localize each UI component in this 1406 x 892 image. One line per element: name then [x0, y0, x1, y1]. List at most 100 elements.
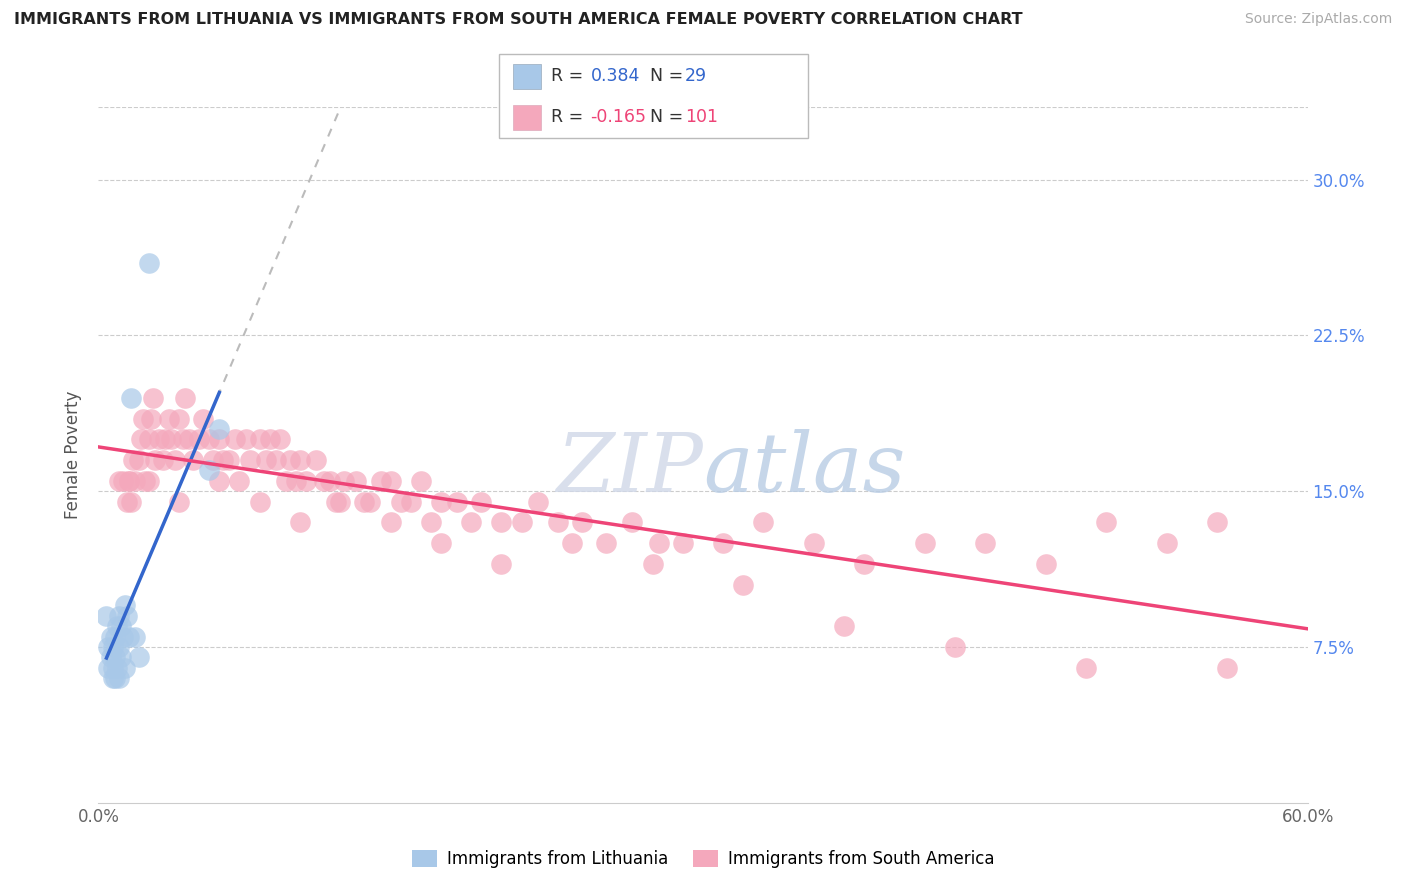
- Point: [264, 453, 287, 467]
- Point: [399, 494, 422, 508]
- Point: [138, 474, 160, 488]
- Point: [179, 433, 201, 447]
- Text: IMMIGRANTS FROM LITHUANIA VS IMMIGRANTS FROM SOUTH AMERICA FEMALE POVERTY CORREL: IMMIGRANTS FROM LITHUANIA VS IMMIGRANTS …: [14, 12, 1022, 27]
- Point: [101, 640, 124, 654]
- Point: [208, 433, 231, 447]
- Point: [288, 453, 311, 467]
- Point: [974, 536, 997, 550]
- Point: [160, 433, 183, 447]
- Point: [595, 536, 617, 550]
- Point: [107, 474, 129, 488]
- Point: [333, 474, 356, 488]
- Point: [198, 433, 221, 447]
- Point: [115, 494, 138, 508]
- Point: [134, 474, 156, 488]
- Point: [103, 650, 125, 665]
- Point: [100, 650, 122, 665]
- Point: [491, 557, 513, 571]
- Point: [107, 608, 129, 623]
- Point: [259, 433, 281, 447]
- Point: [124, 630, 146, 644]
- Point: [1074, 661, 1097, 675]
- Point: [224, 433, 246, 447]
- Legend: Immigrants from Lithuania, Immigrants from South America: Immigrants from Lithuania, Immigrants fr…: [405, 843, 1001, 874]
- Point: [142, 391, 165, 405]
- Point: [360, 494, 382, 508]
- Point: [218, 453, 240, 467]
- Point: [181, 453, 204, 467]
- Point: [325, 494, 347, 508]
- Point: [110, 650, 132, 665]
- Point: [446, 494, 468, 508]
- Point: [96, 608, 118, 623]
- Point: [1095, 516, 1118, 530]
- Point: [157, 411, 180, 425]
- Text: R =: R =: [551, 108, 589, 126]
- Point: [733, 578, 755, 592]
- Point: [1216, 661, 1239, 675]
- Text: ZIP: ZIP: [557, 429, 703, 508]
- Text: R =: R =: [551, 68, 589, 86]
- Y-axis label: Female Poverty: Female Poverty: [65, 391, 83, 519]
- Point: [172, 433, 194, 447]
- Point: [115, 608, 138, 623]
- Point: [208, 474, 231, 488]
- Point: [202, 453, 225, 467]
- Point: [107, 640, 129, 654]
- Text: Source: ZipAtlas.com: Source: ZipAtlas.com: [1244, 12, 1392, 26]
- Point: [152, 453, 174, 467]
- Point: [110, 619, 132, 633]
- Point: [101, 671, 124, 685]
- Point: [571, 516, 593, 530]
- Point: [188, 433, 211, 447]
- Point: [254, 453, 277, 467]
- Point: [111, 474, 134, 488]
- Point: [228, 474, 250, 488]
- Point: [647, 536, 669, 550]
- Point: [389, 494, 412, 508]
- Point: [148, 433, 170, 447]
- Point: [314, 474, 336, 488]
- Point: [344, 474, 367, 488]
- Point: [274, 474, 297, 488]
- Point: [278, 453, 301, 467]
- Text: -0.165: -0.165: [591, 108, 647, 126]
- Point: [105, 619, 128, 633]
- Point: [547, 516, 569, 530]
- Point: [239, 453, 262, 467]
- Point: [198, 463, 221, 477]
- Point: [380, 516, 402, 530]
- Point: [470, 494, 492, 508]
- Point: [212, 453, 235, 467]
- Point: [288, 516, 311, 530]
- Point: [128, 453, 150, 467]
- Point: [193, 411, 215, 425]
- Point: [111, 630, 134, 644]
- Point: [101, 661, 124, 675]
- Point: [97, 661, 120, 675]
- Point: [430, 494, 453, 508]
- Point: [114, 661, 136, 675]
- Point: [114, 599, 136, 613]
- Point: [370, 474, 392, 488]
- Point: [832, 619, 855, 633]
- Text: N =: N =: [650, 68, 689, 86]
- Point: [491, 516, 513, 530]
- Point: [129, 433, 152, 447]
- Text: atlas: atlas: [703, 429, 905, 508]
- Point: [853, 557, 876, 571]
- Point: [621, 516, 644, 530]
- Point: [120, 494, 142, 508]
- Point: [103, 630, 125, 644]
- Point: [167, 494, 190, 508]
- Point: [167, 411, 190, 425]
- Point: [943, 640, 966, 654]
- Point: [249, 494, 271, 508]
- Point: [118, 474, 141, 488]
- Point: [329, 494, 352, 508]
- Point: [319, 474, 342, 488]
- Point: [235, 433, 257, 447]
- Point: [380, 474, 402, 488]
- Point: [138, 433, 160, 447]
- Point: [420, 516, 443, 530]
